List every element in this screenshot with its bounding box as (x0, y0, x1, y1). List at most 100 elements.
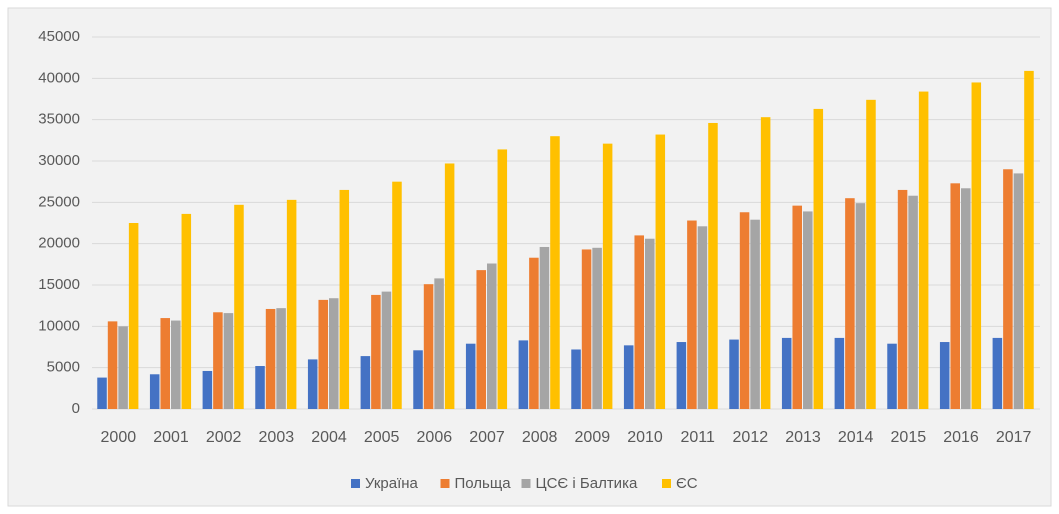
legend-swatch (521, 479, 531, 488)
bar (571, 349, 581, 409)
bar (1013, 173, 1024, 409)
bar (318, 299, 328, 409)
bar (866, 99, 876, 410)
bar (107, 321, 118, 409)
y-tick-label: 10000 (38, 317, 80, 334)
bar (255, 366, 265, 409)
bar (307, 359, 318, 409)
legend-label: ЦСЄ і Балтика (536, 475, 638, 492)
x-tick-label: 2000 (101, 429, 137, 446)
bar (897, 189, 908, 409)
bar (803, 211, 813, 409)
bar (339, 189, 350, 409)
bar (118, 326, 128, 409)
bar (834, 337, 845, 409)
bar (497, 149, 508, 409)
bar (645, 238, 655, 409)
bar (265, 308, 276, 409)
bar (971, 82, 982, 409)
bar (887, 343, 897, 409)
x-tick-label: 2016 (943, 429, 979, 446)
bar (171, 320, 181, 409)
x-tick-label: 2004 (311, 429, 347, 446)
bar (687, 220, 697, 409)
bar (213, 312, 223, 409)
legend-label: Україна (365, 475, 419, 492)
bar (286, 199, 297, 409)
bar (845, 198, 855, 409)
x-tick-label: 2006 (417, 429, 453, 446)
bar (697, 226, 708, 409)
y-tick-label: 5000 (47, 359, 80, 376)
bar (623, 345, 634, 409)
x-tick-label: 2017 (996, 429, 1032, 446)
bar (729, 339, 739, 409)
bar (739, 212, 750, 409)
x-tick-label: 2012 (733, 429, 769, 446)
x-tick-label: 2013 (785, 429, 821, 446)
legend-swatch (351, 479, 360, 488)
x-tick-label: 2007 (469, 429, 505, 446)
bar (434, 278, 444, 409)
x-tick-label: 2001 (153, 429, 189, 446)
bar (592, 247, 602, 409)
x-tick-label: 2014 (838, 429, 874, 446)
bar (1024, 70, 1034, 409)
bar (1003, 169, 1013, 409)
bar (939, 342, 950, 409)
x-tick-label: 2010 (627, 429, 663, 446)
bar (602, 143, 613, 409)
bar (392, 181, 402, 409)
bar (234, 204, 244, 409)
bar (276, 308, 286, 409)
y-tick-label: 20000 (38, 235, 80, 252)
bar (381, 291, 392, 409)
bar (518, 340, 529, 409)
x-tick-label: 2005 (364, 429, 400, 446)
bar (550, 136, 560, 409)
y-tick-label: 25000 (38, 193, 80, 210)
bar (487, 263, 497, 409)
x-tick-label: 2011 (680, 429, 715, 446)
bar (961, 188, 971, 409)
bar (202, 370, 213, 409)
x-tick-label: 2003 (259, 429, 295, 446)
x-tick-label: 2015 (891, 429, 927, 446)
legend-swatch (662, 479, 671, 488)
y-tick-label: 35000 (38, 111, 80, 128)
bar (160, 318, 170, 409)
bar (760, 117, 771, 409)
bar (813, 108, 824, 410)
bar (908, 195, 918, 409)
bar (634, 235, 644, 409)
bar (855, 203, 866, 409)
bar (149, 374, 160, 409)
bar (992, 337, 1003, 409)
bar (371, 294, 381, 409)
bar (655, 134, 666, 409)
bar (97, 377, 107, 409)
y-tick-label: 0 (72, 400, 80, 417)
bar (360, 356, 371, 409)
bar (329, 298, 339, 409)
bar (676, 342, 687, 409)
bar (781, 337, 792, 409)
bar (539, 246, 550, 409)
bar (423, 284, 434, 409)
y-tick-label: 40000 (38, 69, 80, 86)
bar (529, 257, 539, 409)
bar (465, 343, 476, 409)
bar (128, 223, 139, 409)
x-tick-label: 2009 (575, 429, 611, 446)
bar (444, 163, 455, 409)
bar (792, 205, 802, 409)
bar (413, 350, 423, 409)
bar (950, 183, 960, 409)
y-tick-label: 30000 (38, 152, 80, 169)
bar (223, 313, 234, 409)
legend-label: Польща (455, 475, 512, 492)
y-tick-label: 45000 (38, 28, 80, 45)
x-tick-label: 2008 (522, 429, 558, 446)
bar (918, 91, 929, 409)
